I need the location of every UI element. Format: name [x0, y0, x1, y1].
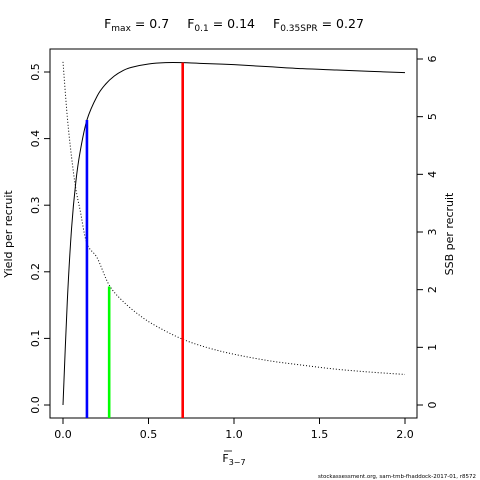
- title-f035-value: = 0.27: [318, 16, 364, 31]
- ssb-per-recruit-line: [62, 61, 406, 375]
- y2-tick-label: 2: [426, 286, 439, 293]
- y2-tick-label: 0: [426, 402, 439, 409]
- y-tick-label: 0.0: [29, 396, 42, 414]
- y2-tick-label: 6: [426, 56, 439, 63]
- title-f035-label: F: [273, 16, 280, 31]
- y-tick-label: 0.3: [29, 196, 42, 214]
- title-fmax-sub: max: [111, 24, 131, 34]
- x-axis: 0.0 0.5 1.0 1.5 2.0: [54, 418, 414, 441]
- title-f01-label: F: [187, 16, 194, 31]
- x-axis-label-sub: 3−7: [229, 458, 246, 467]
- y2-tick-label: 1: [426, 344, 439, 351]
- y2-tick-label: 3: [426, 229, 439, 236]
- x-axis-label: F3−7: [222, 452, 245, 467]
- footer-credit: stockassessment.org, sam-tmb-fhaddock-20…: [318, 474, 476, 480]
- reference-lines: [85, 62, 184, 418]
- x-tick-label: 2.0: [396, 428, 414, 441]
- yield-per-recruit-line: [62, 62, 406, 406]
- y-tick-label: 0.2: [29, 263, 42, 281]
- x-axis-label-main: F: [222, 452, 228, 465]
- title-f01-sub: 0.1: [194, 24, 208, 34]
- y-axis-right: 0 1 2 3 4 5 6: [417, 56, 439, 409]
- y-axis-left: 0.0 0.1 0.2 0.3 0.4 0.5: [29, 63, 50, 414]
- title-f01-value: = 0.14: [209, 16, 255, 31]
- y-tick-label: 0.4: [29, 130, 42, 148]
- y2-tick-label: 5: [426, 113, 439, 120]
- series-layer: [62, 61, 406, 406]
- x-tick-label: 0.0: [54, 428, 72, 441]
- title-fmax-label: F: [104, 16, 111, 31]
- y2-tick-label: 4: [426, 171, 439, 178]
- x-tick-label: 1.0: [225, 428, 243, 441]
- y2-axis-label: SSB per recruit: [443, 192, 456, 275]
- y-tick-label: 0.1: [29, 330, 42, 348]
- y-tick-label: 0.5: [29, 63, 42, 81]
- title-fmax-value: = 0.7: [131, 16, 169, 31]
- title-f035-sub: 0.35SPR: [280, 24, 317, 34]
- chart-title: Fmax = 0.7 F0.1 = 0.14 F0.35SPR = 0.27: [104, 16, 364, 34]
- x-tick-label: 0.5: [140, 428, 158, 441]
- y-axis-label: Yield per recruit: [2, 190, 15, 279]
- plot-frame: [49, 48, 418, 419]
- x-tick-label: 1.5: [311, 428, 329, 441]
